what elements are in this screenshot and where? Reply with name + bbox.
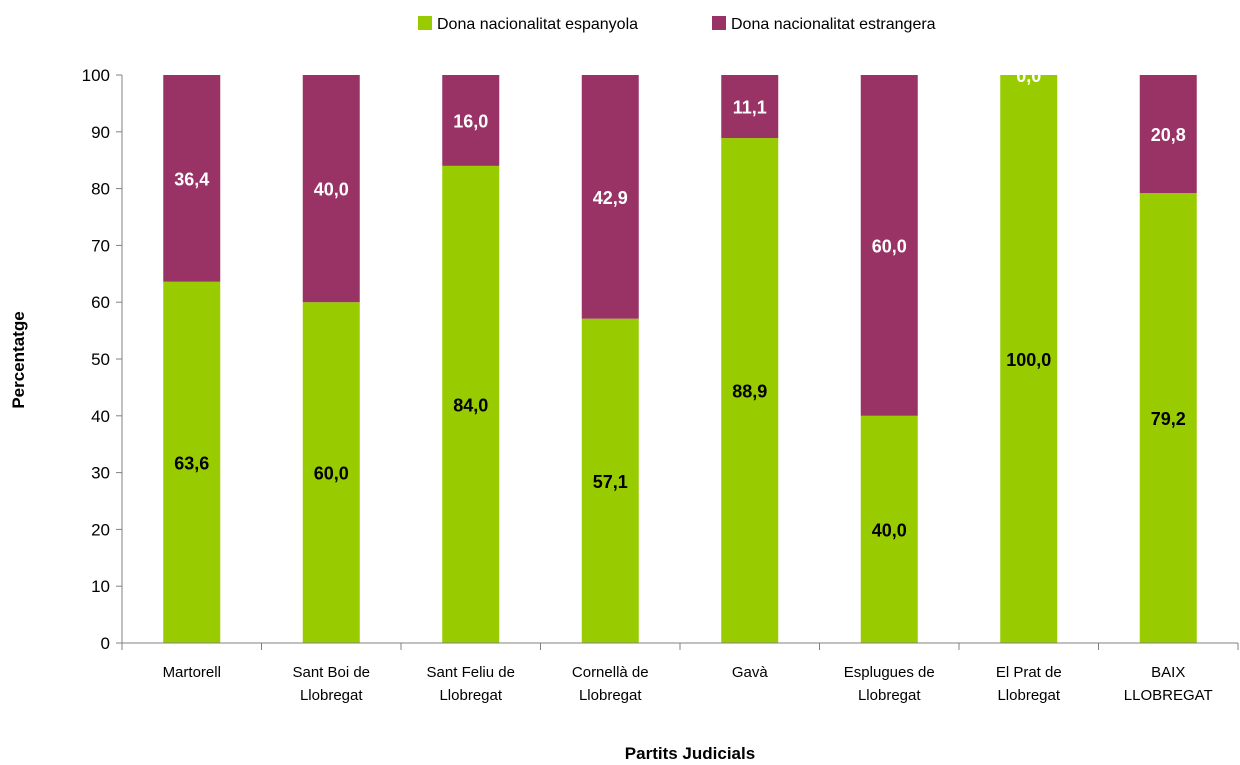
bar-value-label: 57,1 xyxy=(593,472,628,492)
y-tick-label: 20 xyxy=(91,520,110,539)
x-category-label: Sant Feliu de Llobregat xyxy=(427,664,515,704)
bar-segment xyxy=(163,75,221,282)
bar-value-label: 88,9 xyxy=(732,382,767,402)
x-category-label: Martorell xyxy=(163,664,221,681)
x-category-label: Cornellà de Llobregat xyxy=(572,664,649,704)
bar-value-label: 60,0 xyxy=(314,464,349,484)
legend-swatch xyxy=(418,16,432,30)
bar-value-label: 79,2 xyxy=(1151,409,1186,429)
y-tick-label: 0 xyxy=(101,634,110,653)
bar-segment xyxy=(581,75,639,319)
bar-value-label: 40,0 xyxy=(314,180,349,200)
bar-segment xyxy=(302,75,360,303)
y-tick-label: 40 xyxy=(91,407,110,426)
x-category-label: Sant Boi de Llobregat xyxy=(292,664,370,704)
bar-segment xyxy=(860,75,918,416)
bar-value-label: 63,6 xyxy=(174,453,209,473)
x-axis: Martorell Sant Boi de Llobregat Sant Feliu … xyxy=(121,642,1239,704)
x-category-label: BAIX LLOBREGAT xyxy=(1124,664,1213,704)
legend-swatch xyxy=(712,16,726,30)
y-axis-title: Percentatge xyxy=(9,311,28,408)
x-category-label: Esplugues de Llobregat xyxy=(844,664,935,704)
x-category-label: El Prat de Llobregat xyxy=(996,664,1062,704)
bar-segment xyxy=(721,138,779,643)
bar-value-label: 0,0 xyxy=(1016,66,1041,86)
bar-value-label: 42,9 xyxy=(593,188,628,208)
bar-segment xyxy=(442,165,500,643)
bar-segment xyxy=(1000,75,1058,643)
y-tick-label: 100 xyxy=(82,66,110,85)
bar-value-label: 16,0 xyxy=(453,111,488,131)
legend-label: Dona nacionalitat espanyola xyxy=(437,16,638,33)
legend-label: Dona nacionalitat estrangera xyxy=(731,16,936,33)
y-tick-label: 10 xyxy=(91,577,110,596)
y-tick-label: 70 xyxy=(91,236,110,255)
bar-value-label: 20,8 xyxy=(1151,125,1186,145)
bar-segment xyxy=(163,281,221,643)
bar-segment xyxy=(860,415,918,643)
bar-value-label: 40,0 xyxy=(872,520,907,540)
bar-segment xyxy=(721,75,779,139)
y-tick-label: 30 xyxy=(91,464,110,483)
legend: Dona nacionalitat espanyola Dona nacional… xyxy=(418,16,936,33)
y-axis: 0 10 20 30 40 50 60 70 80 90 100 xyxy=(82,66,123,653)
y-tick-label: 90 xyxy=(91,123,110,142)
x-axis-title: Partits Judicials xyxy=(625,744,755,763)
bars: 63,6 36,4 60,0 40,0 84,0 16,0 57,1 42,9 88,9 11,1… xyxy=(163,66,1197,644)
bar-segment xyxy=(1139,75,1197,194)
bar-segment xyxy=(442,75,500,166)
bar-value-label: 100,0 xyxy=(1006,350,1051,370)
bar-value-label: 84,0 xyxy=(453,395,488,415)
bar-value-label: 36,4 xyxy=(174,169,209,189)
bar-value-label: 11,1 xyxy=(733,98,767,118)
y-tick-label: 80 xyxy=(91,180,110,199)
y-tick-label: 60 xyxy=(91,293,110,312)
bar-segment xyxy=(302,302,360,643)
bar-segment xyxy=(1139,193,1197,644)
bar-value-label: 60,0 xyxy=(872,236,907,256)
y-tick-label: 50 xyxy=(91,350,110,369)
x-category-label: Gavà xyxy=(732,664,769,681)
bar-segment xyxy=(581,318,639,643)
